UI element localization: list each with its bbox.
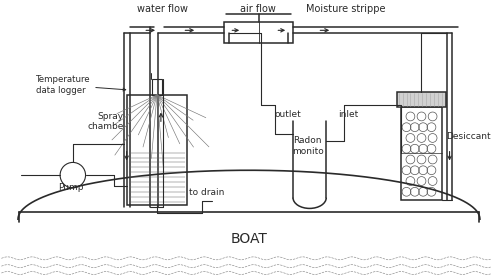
Text: Radon
monito: Radon monito (292, 135, 324, 156)
Bar (396, 92, 446, 107)
Bar (152, 79, 162, 95)
Bar (126, 95, 188, 205)
Text: Spray
chambe: Spray chambe (88, 112, 124, 131)
Text: Desiccant: Desiccant (446, 132, 490, 141)
Text: water flow: water flow (138, 4, 188, 14)
Text: air flow: air flow (240, 4, 276, 14)
Text: to drain: to drain (189, 188, 224, 197)
Text: BOAT: BOAT (230, 232, 268, 246)
Bar (400, 107, 442, 200)
Text: Pump: Pump (58, 183, 84, 192)
Text: outlet: outlet (274, 110, 301, 120)
Text: Moisture strippe: Moisture strippe (306, 4, 386, 14)
Text: inlet: inlet (338, 110, 358, 120)
Text: Temperature
data logger: Temperature data logger (36, 75, 126, 95)
Bar (224, 21, 293, 43)
